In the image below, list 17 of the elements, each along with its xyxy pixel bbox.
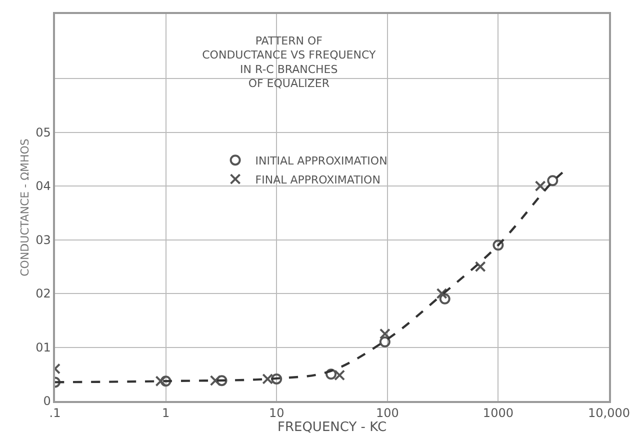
- x-tick-label: 1: [162, 406, 170, 420]
- text: PATTERN OF CONDUCTANCE VS FREQUENCY IN R-C BRANCHES OF EQUALIZER: [202, 34, 376, 90]
- x-tick-label: 10: [268, 406, 284, 420]
- y-tick-label: 01: [36, 340, 51, 354]
- legend-label: FINAL APPROXIMATION: [255, 173, 380, 186]
- x-tick-label: 1000: [482, 406, 514, 420]
- x-tick-label: 10,000: [588, 406, 630, 420]
- legend-label: INITIAL APPROXIMATION: [255, 154, 388, 168]
- x-tick-label: 100: [376, 406, 399, 420]
- y-tick-label: 04: [36, 179, 51, 194]
- x-tick-label: .1: [49, 406, 61, 420]
- y-axis-title: CONDUCTANCE - ΩMHOS: [18, 138, 32, 276]
- x-axis-title: FREQUENCY - KC: [277, 420, 387, 436]
- y-tick-label: 0: [43, 394, 51, 408]
- y-tick-label: 02: [36, 286, 51, 301]
- y-tick-label: 05: [36, 125, 51, 140]
- y-tick-label: 03: [36, 232, 51, 247]
